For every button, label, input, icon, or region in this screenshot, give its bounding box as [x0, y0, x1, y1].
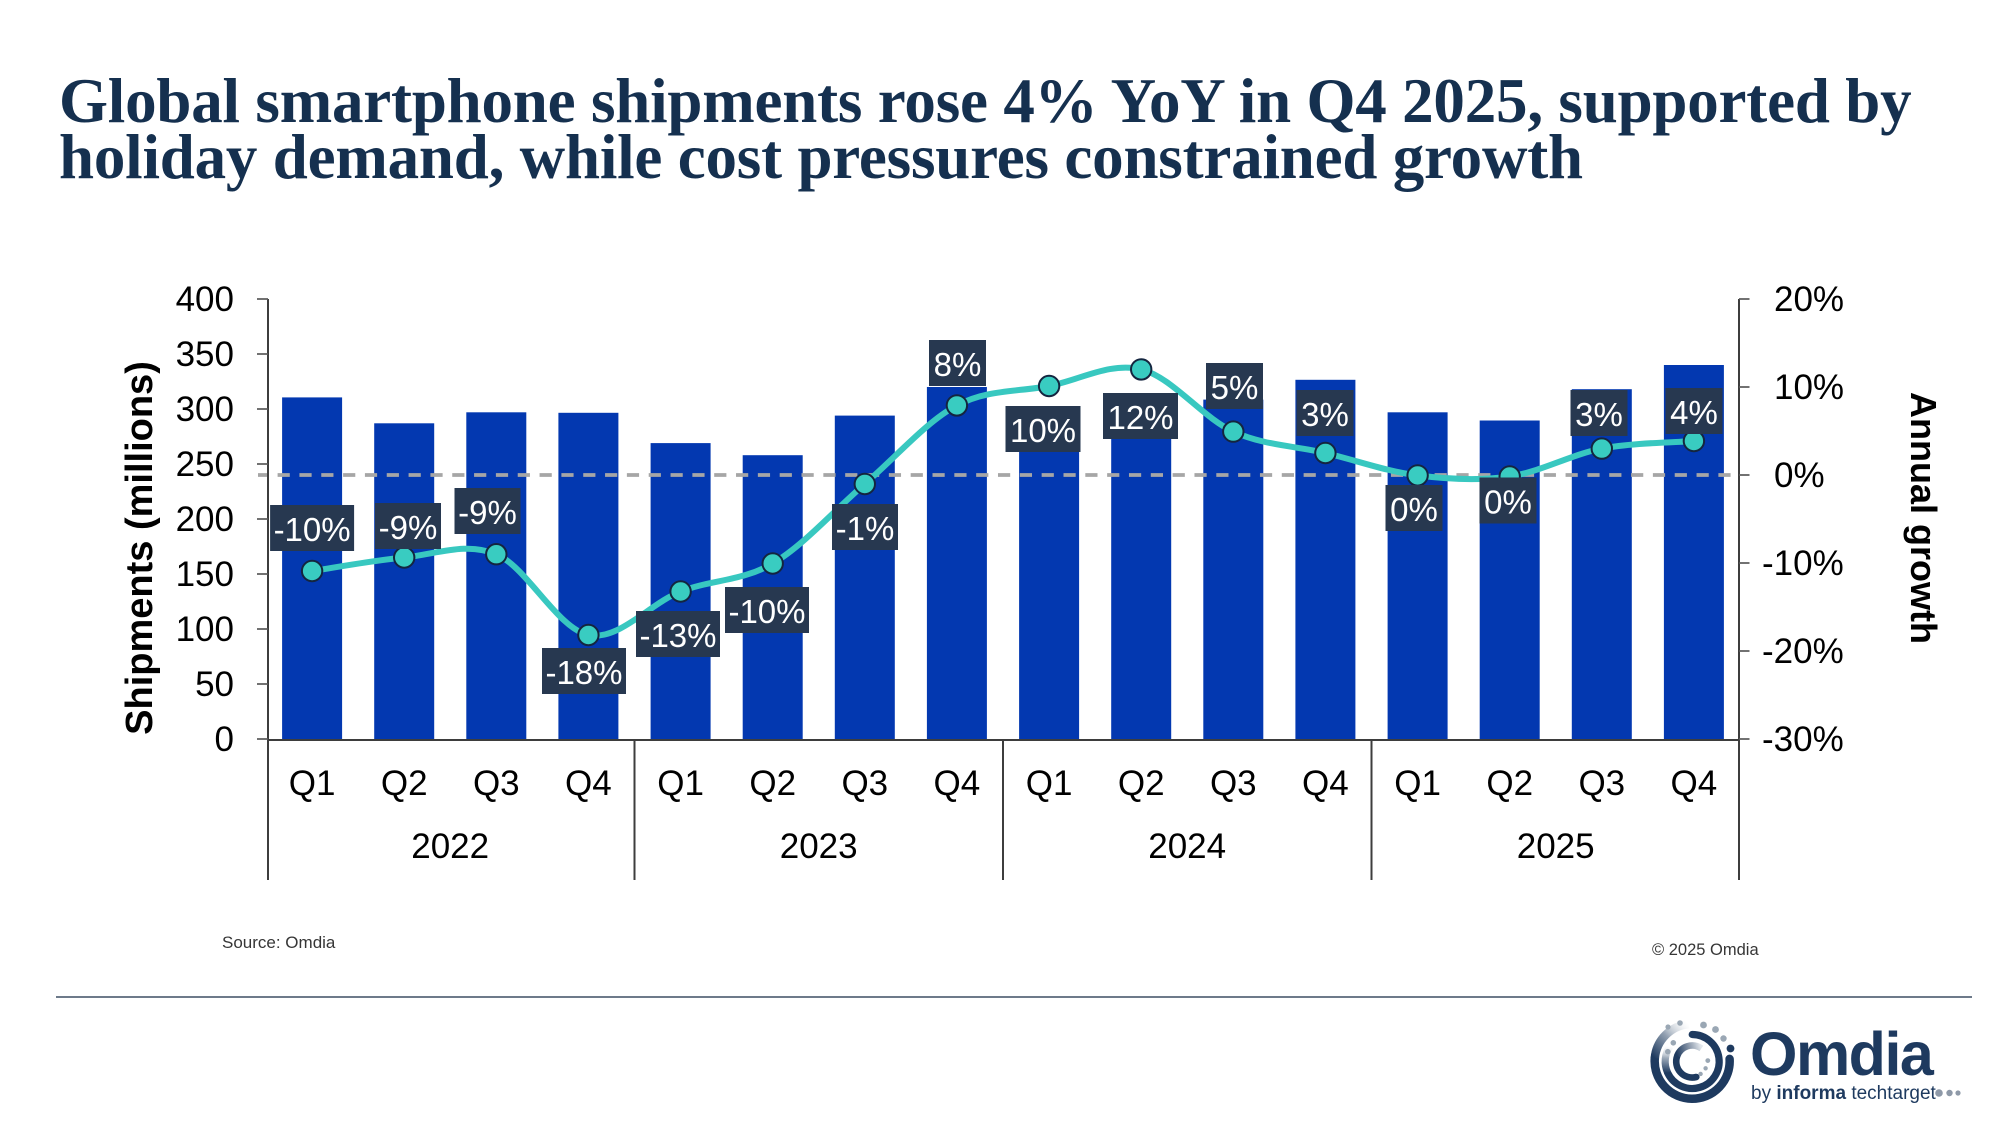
svg-text:Q4: Q4: [565, 764, 612, 803]
svg-text:-9%: -9%: [458, 494, 517, 531]
svg-text:2025: 2025: [1517, 827, 1595, 866]
svg-text:400: 400: [176, 280, 234, 319]
svg-text:8%: 8%: [934, 346, 982, 383]
svg-text:Q4: Q4: [934, 764, 981, 803]
svg-text:-10%: -10%: [274, 511, 351, 548]
svg-text:Q3: Q3: [1578, 764, 1625, 803]
svg-text:0: 0: [215, 720, 234, 759]
svg-text:Omdia: Omdia: [1750, 1020, 1935, 1088]
svg-text:2022: 2022: [411, 827, 489, 866]
svg-text:-20%: -20%: [1762, 632, 1844, 671]
svg-text:Q1: Q1: [1026, 764, 1073, 803]
svg-text:Q1: Q1: [1394, 764, 1441, 803]
svg-text:50: 50: [195, 665, 234, 704]
svg-text:Annual growth: Annual growth: [1903, 392, 1944, 644]
svg-text:by informa techtarget: by informa techtarget: [1751, 1083, 1937, 1104]
svg-text:Q3: Q3: [1210, 764, 1257, 803]
svg-text:Q4: Q4: [1302, 764, 1349, 803]
svg-text:2024: 2024: [1148, 827, 1226, 866]
svg-text:0%: 0%: [1484, 484, 1532, 521]
svg-text:200: 200: [176, 500, 234, 539]
svg-text:4%: 4%: [1670, 394, 1718, 431]
svg-text:0%: 0%: [1774, 456, 1825, 495]
svg-text:Q1: Q1: [289, 764, 336, 803]
svg-text:-18%: -18%: [545, 654, 622, 691]
svg-text:350: 350: [176, 335, 234, 374]
svg-text:Q2: Q2: [381, 764, 428, 803]
svg-text:Q2: Q2: [749, 764, 796, 803]
svg-text:Q2: Q2: [1486, 764, 1533, 803]
svg-text:-1%: -1%: [836, 510, 895, 547]
svg-text:5%: 5%: [1211, 369, 1259, 406]
svg-text:0%: 0%: [1390, 491, 1438, 528]
svg-text:-10%: -10%: [728, 593, 805, 630]
svg-text:300: 300: [176, 390, 234, 429]
svg-text:150: 150: [176, 555, 234, 594]
svg-text:12%: 12%: [1107, 399, 1173, 436]
svg-text:3%: 3%: [1301, 396, 1349, 433]
svg-text:Q2: Q2: [1118, 764, 1165, 803]
svg-text:Q3: Q3: [841, 764, 888, 803]
svg-text:Q3: Q3: [473, 764, 520, 803]
svg-text:Q1: Q1: [657, 764, 704, 803]
svg-text:Shipments (millions): Shipments (millions): [119, 361, 161, 735]
svg-text:3%: 3%: [1575, 396, 1623, 433]
svg-text:2023: 2023: [780, 827, 858, 866]
svg-text:250: 250: [176, 445, 234, 484]
svg-text:Q4: Q4: [1671, 764, 1718, 803]
svg-text:10%: 10%: [1010, 412, 1076, 449]
svg-text:-13%: -13%: [639, 617, 716, 654]
svg-text:-30%: -30%: [1762, 720, 1844, 759]
svg-text:100: 100: [176, 610, 234, 649]
svg-text:10%: 10%: [1774, 368, 1844, 407]
svg-text:-9%: -9%: [379, 509, 438, 546]
svg-text:-10%: -10%: [1762, 544, 1844, 583]
svg-text:20%: 20%: [1774, 280, 1844, 319]
